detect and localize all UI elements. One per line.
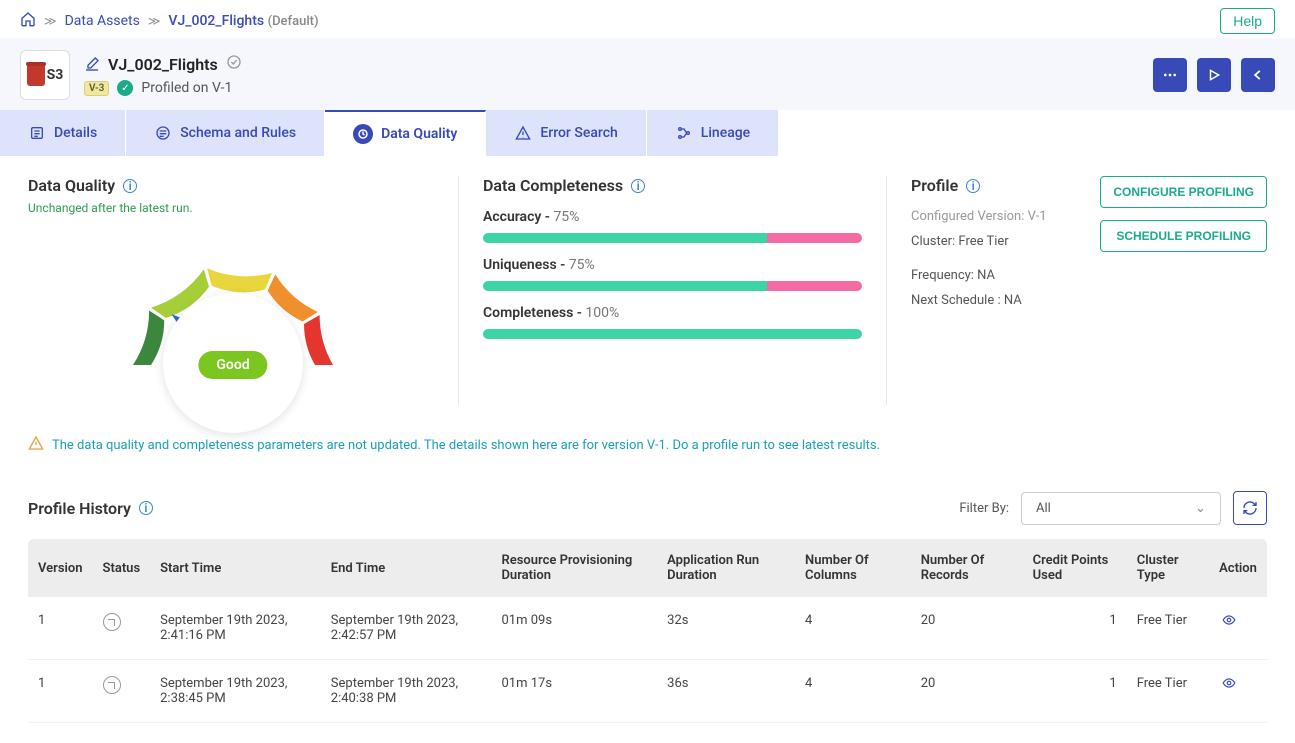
col-header: End Time (321, 539, 492, 597)
info-icon[interactable]: i (631, 179, 645, 193)
check-icon: ✓ (117, 80, 133, 96)
profile-configured-version: Configured Version: V-1 (911, 205, 1047, 230)
tab-lineage[interactable]: Lineage (647, 110, 779, 156)
col-header: Number Of Columns (795, 539, 911, 597)
tab-label: Data Quality (381, 126, 457, 142)
schema-icon (154, 124, 172, 142)
col-header: Credit Points Used (1023, 539, 1127, 597)
tab-data-quality[interactable]: Data Quality (325, 110, 486, 156)
profile-cluster: Cluster: Free Tier (911, 230, 1047, 255)
tab-label: Details (54, 125, 97, 141)
col-header: Number Of Records (911, 539, 1023, 597)
alert-message: The data quality and completeness parame… (52, 438, 880, 453)
gauge-label: Good (198, 351, 267, 379)
profile-title: Profile (911, 176, 958, 195)
home-icon[interactable] (20, 11, 36, 31)
details-icon (28, 124, 46, 142)
data-quality-title: Data Quality (28, 176, 115, 195)
breadcrumb-link-data-assets[interactable]: Data Assets (65, 13, 140, 29)
profiled-status: Profiled on V-1 (141, 80, 232, 96)
lineage-icon (675, 124, 693, 142)
tab-schema[interactable]: Schema and Rules (126, 110, 325, 156)
completeness-title: Data Completeness (483, 176, 623, 195)
col-header: Resource Provisioning Duration (491, 539, 657, 597)
col-header: Start Time (150, 539, 321, 597)
col-header: Application Run Duration (657, 539, 795, 597)
chevron-down-icon: ⌄ (1195, 501, 1206, 516)
status-icon (103, 676, 121, 694)
configure-profiling-button[interactable]: CONFIGURE PROFILING (1100, 176, 1267, 208)
tab-label: Schema and Rules (180, 125, 296, 141)
metric-accuracy: Accuracy - 75% (483, 209, 862, 243)
table-row: 1 September 19th 2023, 2:41:16 PM Septem… (28, 597, 1267, 660)
view-icon[interactable] (1219, 679, 1239, 694)
profile-history-title: Profile History (28, 499, 131, 518)
data-quality-subtitle: Unchanged after the latest run. (28, 201, 438, 215)
back-button[interactable] (1241, 58, 1275, 92)
more-button[interactable] (1153, 58, 1187, 92)
edit-icon[interactable] (84, 56, 100, 72)
breadcrumb-current: VJ_002_Flights (Default) (168, 13, 318, 29)
filter-label: Filter By: (959, 501, 1009, 516)
profile-next-schedule: Next Schedule : NA (911, 289, 1047, 314)
table-row: 1 September 19th 2023, 2:38:45 PM Septem… (28, 660, 1267, 723)
refresh-button[interactable] (1233, 491, 1267, 525)
quality-gauge: Good (108, 235, 358, 405)
filter-select[interactable]: All ⌄ (1021, 492, 1221, 525)
col-header: Action (1209, 539, 1267, 597)
verified-icon (226, 54, 242, 74)
breadcrumb: ≫ Data Assets ≫ VJ_002_Flights (Default) (20, 11, 319, 31)
chevron-icon: ≫ (148, 14, 161, 28)
metric-completeness: Completeness - 100% (483, 305, 862, 339)
asset-title: VJ_002_Flights (108, 55, 218, 74)
tab-error-search[interactable]: Error Search (486, 110, 646, 156)
col-header: Cluster Type (1127, 539, 1209, 597)
tab-bar: Details Schema and Rules Data Quality Er… (0, 110, 1295, 156)
metric-uniqueness: Uniqueness - 75% (483, 257, 862, 291)
datasource-s3-icon: S3 (20, 50, 70, 100)
view-icon[interactable] (1219, 616, 1239, 631)
play-button[interactable] (1197, 58, 1231, 92)
col-header: Status (93, 539, 151, 597)
profile-history-table: VersionStatusStart TimeEnd TimeResource … (28, 539, 1267, 723)
data-quality-icon (353, 124, 373, 144)
tab-label: Error Search (540, 125, 617, 141)
info-icon[interactable]: i (966, 179, 980, 193)
version-badge: V-3 (84, 81, 109, 96)
schedule-profiling-button[interactable]: SCHEDULE PROFILING (1100, 220, 1267, 252)
warning-icon (28, 435, 44, 455)
info-icon[interactable]: i (139, 501, 153, 515)
filter-value: All (1036, 501, 1051, 516)
tab-details[interactable]: Details (0, 110, 126, 156)
profile-frequency: Frequency: NA (911, 264, 1047, 289)
tab-label: Lineage (701, 125, 750, 141)
col-header: Version (28, 539, 93, 597)
status-icon (103, 613, 121, 631)
error-search-icon (514, 124, 532, 142)
info-icon[interactable]: i (123, 179, 137, 193)
help-button[interactable]: Help (1220, 8, 1275, 34)
chevron-icon: ≫ (44, 14, 57, 28)
